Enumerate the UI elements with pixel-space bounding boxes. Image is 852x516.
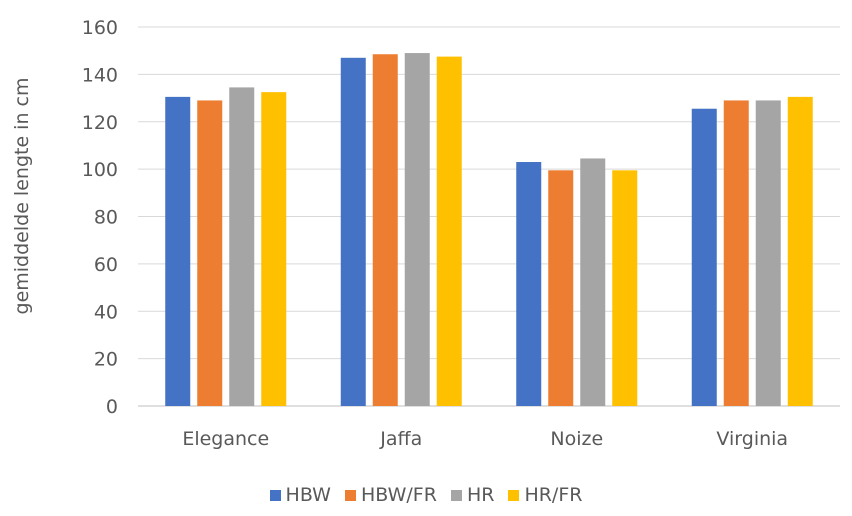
bar-virginia-hr <box>755 100 781 407</box>
x-tick-label: Virginia <box>716 428 788 450</box>
y-tick-label: 120 <box>82 112 118 134</box>
legend-item: HR <box>450 484 495 506</box>
legend-swatch <box>508 489 520 501</box>
legend-swatch <box>344 489 356 501</box>
bar-noize-hbw <box>516 162 542 406</box>
bar-virginia-hbw <box>691 108 717 407</box>
legend-label: HBW/FR <box>360 484 437 506</box>
legend-item: HBW <box>269 484 331 506</box>
y-tick-label: 80 <box>94 207 118 229</box>
bar-jaffa-hr-fr <box>436 56 462 406</box>
bar-virginia-hbw-fr <box>723 100 749 407</box>
y-axis-title: gemiddelde lengte in cm <box>11 78 33 315</box>
legend-label: HBW <box>285 484 331 506</box>
gridlines <box>138 26 840 407</box>
y-axis-ticks: 0 20 40 60 80 100 120 140 160 <box>82 17 118 418</box>
y-tick-label: 140 <box>82 64 118 86</box>
y-tick-label: 40 <box>94 301 118 323</box>
bar-jaffa-hbw <box>340 57 366 406</box>
y-tick-label: 60 <box>94 254 118 276</box>
y-tick-label: 100 <box>82 159 118 181</box>
bar-noize-hr <box>580 158 606 406</box>
bar-elegance-hr-fr <box>261 92 287 406</box>
legend: HBW HBW/FR HR HR/FR <box>0 484 852 506</box>
bar-elegance-hbw <box>165 96 191 407</box>
bar-virginia-hr-fr <box>787 96 813 407</box>
bar-jaffa-hbw-fr <box>372 54 398 406</box>
x-tick-label: Noize <box>550 428 603 450</box>
y-tick-label: 20 <box>94 349 118 371</box>
x-tick-label: Elegance <box>182 428 269 450</box>
legend-swatch <box>450 489 462 501</box>
legend-label: HR <box>466 484 495 506</box>
bar-noize-hbw-fr <box>548 170 574 406</box>
bar-jaffa-hr <box>404 53 430 407</box>
x-tick-label: Jaffa <box>379 428 422 450</box>
y-tick-label: 0 <box>106 396 118 418</box>
x-axis-ticks: Elegance Jaffa Noize Virginia <box>182 428 788 450</box>
bar-elegance-hbw-fr <box>197 100 223 407</box>
bars <box>165 53 813 407</box>
legend-label: HR/FR <box>524 484 583 506</box>
bar-noize-hr-fr <box>612 170 638 406</box>
bar-elegance-hr <box>229 87 255 406</box>
legend-item: HBW/FR <box>344 484 437 506</box>
legend-item: HR/FR <box>508 484 582 506</box>
legend-swatch <box>269 489 281 501</box>
y-tick-label: 160 <box>82 17 118 39</box>
bar-chart-plot: 0 20 40 60 80 100 120 140 160 Elegance Jaffa Noize… <box>11 17 840 450</box>
